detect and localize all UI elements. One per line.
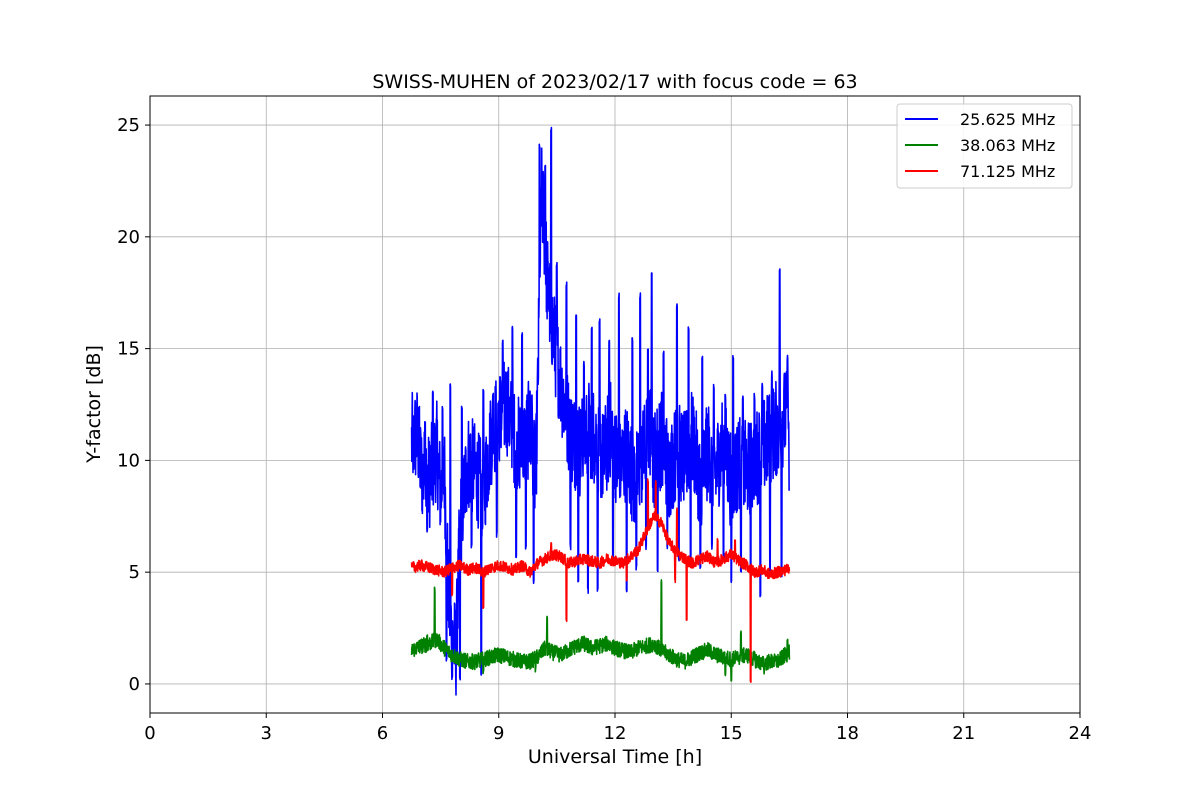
y-tick-label: 15 <box>117 339 140 360</box>
x-tick-label: 6 <box>377 723 388 744</box>
x-tick-label: 18 <box>836 723 859 744</box>
legend-label: 38.063 MHz <box>960 136 1055 155</box>
y-axis-label: Y-factor [dB] <box>83 345 105 464</box>
series-layer <box>410 126 791 696</box>
legend-label: 71.125 MHz <box>960 162 1055 181</box>
x-tick-label: 12 <box>604 723 627 744</box>
y-ticks: 0 5 10 15 20 25 <box>117 115 150 695</box>
y-tick-label: 10 <box>117 450 140 471</box>
x-tick-label: 15 <box>720 723 743 744</box>
series-line-1 <box>410 579 791 682</box>
legend: 25.625 MHz 38.063 MHz 71.125 MHz <box>896 103 1073 189</box>
y-tick-label: 5 <box>129 562 140 583</box>
legend-box <box>896 103 1073 189</box>
x-tick-label: 0 <box>144 723 155 744</box>
y-tick-label: 20 <box>117 227 140 248</box>
legend-label: 25.625 MHz <box>960 110 1055 129</box>
x-axis-label: Universal Time [h] <box>528 746 702 768</box>
series-line-0 <box>410 126 791 696</box>
x-tick-label: 21 <box>952 723 975 744</box>
y-tick-label: 25 <box>117 115 140 136</box>
x-ticks: 0 3 6 9 12 15 18 21 24 <box>144 713 1091 744</box>
x-tick-label: 9 <box>493 723 504 744</box>
series-line-2 <box>410 478 791 683</box>
x-tick-label: 3 <box>261 723 272 744</box>
chart-title: SWISS-MUHEN of 2023/02/17 with focus cod… <box>372 71 857 93</box>
x-tick-label: 24 <box>1069 723 1092 744</box>
y-tick-label: 0 <box>129 674 140 695</box>
